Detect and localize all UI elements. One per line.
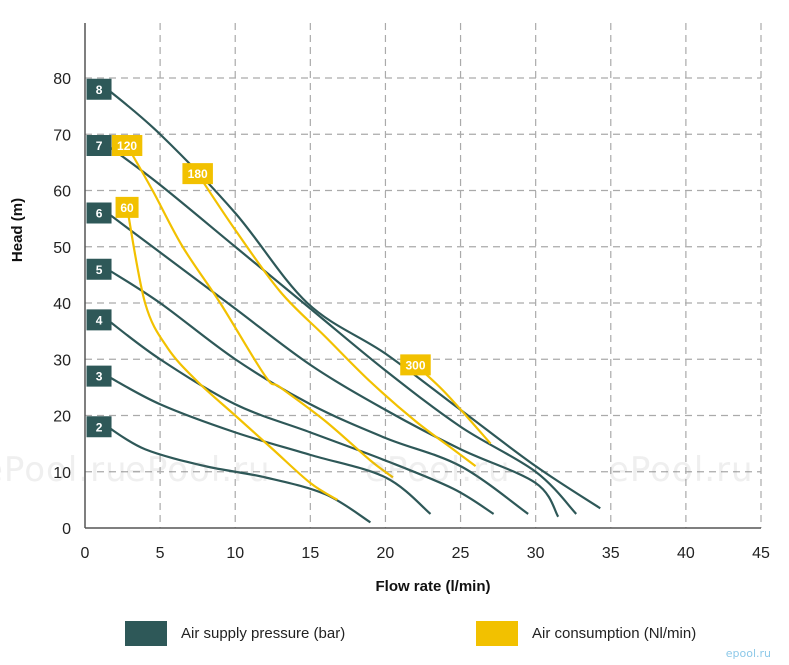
pressure-curve-7 bbox=[106, 144, 578, 515]
pressure-badge-label: 4 bbox=[96, 313, 103, 327]
legend-label-consumption: Air consumption (Nl/min) bbox=[532, 624, 697, 642]
y-tick-label: 20 bbox=[53, 409, 71, 426]
legend-item-pressure: Air supply pressure (bar) bbox=[125, 620, 345, 646]
y-tick-label: 40 bbox=[53, 296, 71, 313]
legend-item-consumption: Air consumption (Nl/min) bbox=[476, 620, 696, 646]
x-axis-title: Flow rate (l/min) bbox=[375, 578, 490, 595]
pressure-curve-4 bbox=[106, 318, 495, 515]
x-tick-label: 45 bbox=[752, 545, 770, 562]
pressure-badge-3 bbox=[86, 365, 112, 387]
y-tick-label: 50 bbox=[53, 240, 71, 257]
consumption-badge-label: 60 bbox=[120, 201, 134, 215]
x-tick-label: 10 bbox=[226, 545, 244, 562]
x-tick-label: 15 bbox=[301, 545, 319, 562]
y-tick-label: 30 bbox=[53, 352, 71, 369]
consumption-curve-180 bbox=[196, 173, 477, 468]
curve-badges: 2 3 4 5 6 7 8 60 120 180 300 bbox=[86, 78, 431, 438]
pressure-badge-label: 2 bbox=[96, 420, 103, 434]
x-tick-label: 5 bbox=[156, 545, 165, 562]
x-tick-label: 30 bbox=[527, 545, 545, 562]
consumption-badge-label: 300 bbox=[405, 358, 425, 372]
x-tick-label: 20 bbox=[377, 545, 395, 562]
consumption-badge-180 bbox=[182, 163, 213, 185]
pressure-badge-6 bbox=[86, 202, 112, 224]
consumption-badge-300 bbox=[400, 354, 431, 376]
consumption-badge-120 bbox=[111, 135, 143, 156]
pressure-curve-6 bbox=[106, 212, 560, 518]
pressure-badge-label: 3 bbox=[96, 370, 103, 384]
axes bbox=[84, 23, 761, 529]
pressure-curve-3 bbox=[107, 375, 432, 515]
pressure-badge-label: 8 bbox=[96, 83, 103, 97]
pressure-badge-label: 5 bbox=[96, 263, 103, 277]
consumption-badge-60 bbox=[115, 196, 139, 218]
x-tick-label: 35 bbox=[602, 545, 620, 562]
y-tick-label: 70 bbox=[53, 127, 71, 144]
pressure-badge-label: 7 bbox=[96, 139, 103, 153]
pressure-badge-label: 6 bbox=[96, 207, 103, 221]
watermark: ePool.ru bbox=[608, 450, 754, 490]
x-tick-label: 25 bbox=[452, 545, 470, 562]
y-axis-title: Head (m) bbox=[9, 198, 26, 262]
grid bbox=[85, 23, 762, 528]
pressure-badge-8 bbox=[86, 78, 112, 100]
pressure-badge-7 bbox=[86, 135, 112, 156]
pressure-curve-8 bbox=[106, 88, 601, 510]
x-tick-label: 0 bbox=[81, 545, 90, 562]
y-tick-label: 80 bbox=[53, 71, 71, 88]
pressure-curve-5 bbox=[106, 268, 529, 515]
consumption-badge-label: 120 bbox=[117, 139, 137, 153]
watermark: ePool.ru bbox=[365, 450, 511, 490]
x-tick-label: 40 bbox=[677, 545, 695, 562]
watermark: ePool.ru bbox=[0, 450, 128, 490]
pressure-badge-4 bbox=[86, 309, 112, 331]
site-mark: epool.ru bbox=[725, 647, 771, 660]
y-tick-label: 10 bbox=[53, 465, 71, 482]
legend-swatch-consumption bbox=[476, 620, 518, 646]
pressure-badge-5 bbox=[86, 258, 112, 280]
legend-swatch-pressure bbox=[125, 620, 167, 646]
consumption-badge-label: 180 bbox=[188, 167, 208, 181]
legend-label-pressure: Air supply pressure (bar) bbox=[181, 624, 346, 642]
consumption-curve-120 bbox=[126, 144, 394, 479]
watermark: ePool.ru bbox=[125, 450, 271, 490]
y-tick-label: 0 bbox=[62, 521, 71, 538]
pressure-badge-2 bbox=[86, 416, 112, 438]
consumption-curve-60 bbox=[125, 207, 338, 501]
consumption-curves bbox=[125, 144, 492, 501]
y-tick-label: 60 bbox=[53, 184, 71, 201]
